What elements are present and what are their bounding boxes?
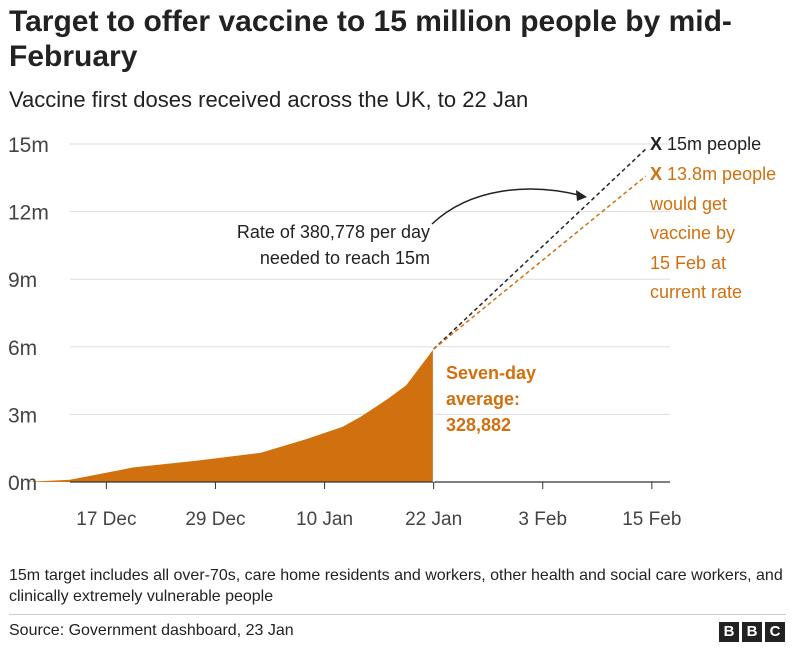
y-tick-label: 3m — [8, 404, 37, 427]
y-tick-label: 9m — [8, 269, 37, 292]
annotation-arrow — [431, 188, 584, 225]
current-rate-line — [433, 175, 647, 350]
chart-title: Target to offer vaccine to 15 million pe… — [9, 5, 732, 73]
projection-marker: X — [650, 164, 663, 184]
chart-subtitle: Vaccine first doses received across the … — [9, 87, 529, 112]
y-tick-label: 0m — [8, 472, 37, 495]
projection-annotation: X 13.8m people would get vaccine by 15 F… — [650, 160, 790, 308]
x-tick-label: 29 Dec — [185, 509, 245, 530]
y-tick-label: 15m — [8, 134, 49, 157]
footer-divider — [9, 614, 786, 615]
x-tick-label: 17 Dec — [76, 509, 136, 530]
bbc-logo-block: C — [765, 622, 785, 642]
x-tick-label: 10 Jan — [296, 509, 353, 530]
target-label-text: 15m people — [667, 134, 762, 154]
y-tick-label: 6m — [8, 337, 37, 360]
vaccine-chart: 0m 3m 6m 9m 12m 15m 17 Dec 29 Dec 10 Jan 22 Jan 3 … — [8, 134, 681, 530]
average-annotation-value: 328,882 — [446, 415, 512, 435]
target-marker: X — [650, 134, 663, 154]
annotation-arrowhead — [576, 190, 587, 201]
projection-line: 13.8m people — [667, 164, 777, 184]
target-label: X 15m people — [650, 131, 761, 157]
rate-annotation-line: Rate of 380,778 per day — [236, 222, 430, 242]
y-tick-label: 12m — [8, 202, 49, 225]
source-note: Source: Government dashboard, 23 Jan — [9, 622, 294, 639]
x-tick-label: 15 Feb — [622, 509, 681, 530]
bbc-logo: B B C — [719, 622, 785, 642]
x-tick-label: 3 Feb — [518, 509, 567, 530]
bbc-logo-block: B — [719, 622, 739, 642]
projection-line: vaccine by — [650, 223, 736, 243]
projection-line: 15 Feb at — [650, 252, 727, 273]
rate-annotation: Rate of 380,778 per day needed to reach … — [160, 219, 430, 271]
projection-line: current rate — [650, 282, 743, 302]
footnote: 15m target includes all over-70s, care h… — [9, 567, 783, 605]
x-tick-label: 22 Jan — [405, 509, 462, 530]
bbc-logo-block: B — [742, 622, 762, 642]
seven-day-average-annotation: Seven-day average: 328,882 — [446, 360, 566, 438]
first-doses-area — [24, 349, 434, 482]
target-rate-line — [433, 148, 647, 350]
projection-line: would get — [650, 193, 728, 214]
rate-annotation-line: needed to reach 15m — [259, 248, 430, 268]
average-annotation-line: average: — [446, 389, 521, 409]
average-annotation-line: Seven-day — [446, 363, 537, 383]
